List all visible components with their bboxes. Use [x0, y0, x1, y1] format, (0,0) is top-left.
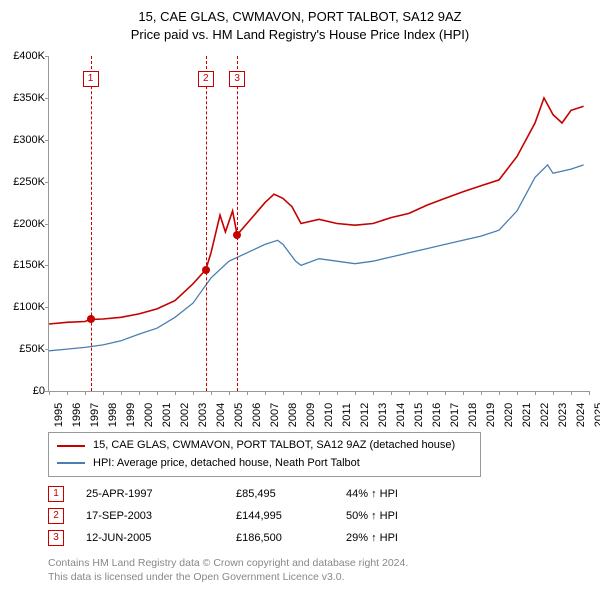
event-date-3: 12-JUN-2005 — [86, 532, 236, 544]
event-row-1: 1 25-APR-1997 £85,495 44% ↑ HPI — [48, 486, 398, 502]
x-tick-label: 1998 — [107, 403, 119, 427]
event-date-1: 25-APR-1997 — [86, 488, 236, 500]
legend-label-2: HPI: Average price, detached house, Neat… — [93, 455, 360, 473]
x-tick-label: 2009 — [305, 403, 317, 427]
x-tick-label: 2013 — [377, 403, 389, 427]
footer-line-1: Contains HM Land Registry data © Crown c… — [48, 556, 408, 570]
y-tick-label: £250K — [1, 176, 45, 188]
legend-label-1: 15, CAE GLAS, CWMAVON, PORT TALBOT, SA12… — [93, 437, 455, 455]
chart-container: 15, CAE GLAS, CWMAVON, PORT TALBOT, SA12… — [0, 0, 600, 590]
x-tick-label: 2023 — [557, 403, 569, 427]
x-tick-label: 2007 — [269, 403, 281, 427]
legend-row-2: HPI: Average price, detached house, Neat… — [57, 455, 472, 473]
x-tick-label: 1997 — [89, 403, 101, 427]
legend-row-1: 15, CAE GLAS, CWMAVON, PORT TALBOT, SA12… — [57, 437, 472, 455]
marker-vline — [206, 56, 207, 391]
plot-area: £0£50K£100K£150K£200K£250K£300K£350K£400… — [48, 56, 589, 392]
x-tick-label: 2022 — [539, 403, 551, 427]
x-tick-label: 2019 — [485, 403, 497, 427]
sale-point-dot — [233, 231, 241, 239]
y-tick-label: £300K — [1, 134, 45, 146]
y-tick-label: £0 — [1, 385, 45, 397]
legend-swatch-2 — [57, 462, 85, 464]
x-tick-label: 2001 — [161, 403, 173, 427]
title-area: 15, CAE GLAS, CWMAVON, PORT TALBOT, SA12… — [0, 0, 600, 44]
footer-text: Contains HM Land Registry data © Crown c… — [48, 556, 408, 584]
sale-point-dot — [87, 315, 95, 323]
y-tick-label: £350K — [1, 92, 45, 104]
marker-box: 2 — [198, 71, 214, 87]
title-line-1: 15, CAE GLAS, CWMAVON, PORT TALBOT, SA12… — [0, 8, 600, 26]
events-table: 1 25-APR-1997 £85,495 44% ↑ HPI 2 17-SEP… — [48, 480, 398, 552]
event-price-1: £85,495 — [236, 488, 346, 500]
line-svg — [49, 56, 589, 391]
x-tick-label: 1999 — [125, 403, 137, 427]
event-delta-2: 50% ↑ HPI — [346, 510, 398, 522]
legend-swatch-1 — [57, 445, 85, 447]
series-line-hpi — [49, 165, 584, 351]
footer-line-2: This data is licensed under the Open Gov… — [48, 570, 408, 584]
x-tick-label: 2014 — [395, 403, 407, 427]
x-tick-label: 2016 — [431, 403, 443, 427]
x-tick-label: 2017 — [449, 403, 461, 427]
y-tick-label: £100K — [1, 301, 45, 313]
x-tick-label: 2010 — [323, 403, 335, 427]
x-tick-label: 2021 — [521, 403, 533, 427]
sale-point-dot — [202, 266, 210, 274]
event-date-2: 17-SEP-2003 — [86, 510, 236, 522]
x-tick-label: 2012 — [359, 403, 371, 427]
marker-vline — [237, 56, 238, 391]
x-tick-label: 2008 — [287, 403, 299, 427]
event-marker-1: 1 — [48, 486, 64, 502]
title-line-2: Price paid vs. HM Land Registry's House … — [0, 26, 600, 44]
series-line-price_paid — [49, 98, 584, 324]
x-tick-label: 2020 — [503, 403, 515, 427]
x-tick-label: 2018 — [467, 403, 479, 427]
x-tick-label: 2005 — [233, 403, 245, 427]
marker-box: 1 — [83, 71, 99, 87]
x-tick-label: 2011 — [341, 403, 353, 427]
x-tick-label: 2002 — [179, 403, 191, 427]
event-price-2: £144,995 — [236, 510, 346, 522]
event-delta-3: 29% ↑ HPI — [346, 532, 398, 544]
x-tick-label: 2015 — [413, 403, 425, 427]
y-tick-label: £400K — [1, 50, 45, 62]
x-tick-label: 2000 — [143, 403, 155, 427]
x-tick-label: 2003 — [197, 403, 209, 427]
x-tick-label: 1995 — [53, 403, 65, 427]
y-tick-label: £200K — [1, 218, 45, 230]
x-tick-label: 1996 — [71, 403, 83, 427]
x-tick-label: 2024 — [575, 403, 587, 427]
chart-area: £0£50K£100K£150K£200K£250K£300K£350K£400… — [48, 56, 588, 391]
x-tick-label: 2025 — [593, 403, 600, 427]
event-row-2: 2 17-SEP-2003 £144,995 50% ↑ HPI — [48, 508, 398, 524]
event-marker-2: 2 — [48, 508, 64, 524]
y-tick-label: £50K — [1, 343, 45, 355]
event-delta-1: 44% ↑ HPI — [346, 488, 398, 500]
x-tick-label: 2004 — [215, 403, 227, 427]
event-price-3: £186,500 — [236, 532, 346, 544]
legend-box: 15, CAE GLAS, CWMAVON, PORT TALBOT, SA12… — [48, 432, 481, 477]
marker-vline — [91, 56, 92, 391]
event-marker-3: 3 — [48, 530, 64, 546]
y-tick-label: £150K — [1, 259, 45, 271]
x-tick-label: 2006 — [251, 403, 263, 427]
marker-box: 3 — [229, 71, 245, 87]
event-row-3: 3 12-JUN-2005 £186,500 29% ↑ HPI — [48, 530, 398, 546]
